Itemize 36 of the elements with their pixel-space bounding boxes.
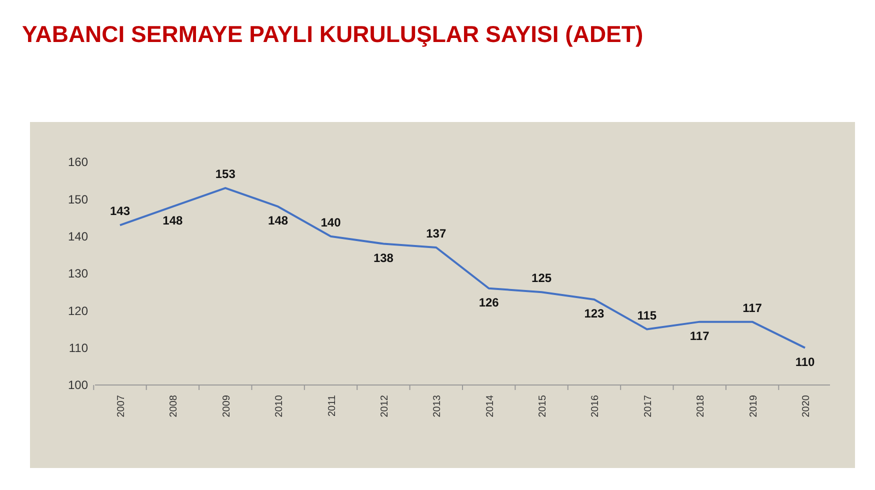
data-label: 125 [532,271,552,286]
data-label: 148 [268,214,288,228]
data-label: 153 [215,167,236,182]
data-label: 117 [690,328,710,343]
x-tick-label: 2019 [748,394,760,418]
data-label: 143 [110,204,130,218]
x-tick-label: 2014 [484,394,496,418]
y-tick-label: 110 [68,341,88,356]
y-tick-label: 100 [68,378,88,392]
x-tick-label: 2017 [642,394,654,418]
y-tick-label: 140 [68,230,88,244]
x-tick-label: 2013 [432,394,444,418]
x-tick-label: 2010 [274,394,286,418]
data-label: 137 [426,226,446,240]
data-label: 123 [584,306,605,321]
x-tick-label: 2016 [590,394,602,418]
x-tick-label: 2008 [168,394,180,418]
chart-title: YABANCI SERMAYE PAYLI KURULUŞLAR SAYISI (ADET) [22,21,644,47]
data-label: 140 [320,215,342,230]
x-tick-label: 2007 [116,394,127,418]
x-tick-label: 2011 [326,394,338,417]
y-tick-label: 160 [68,155,88,170]
data-label: 110 [795,354,816,369]
data-label: 126 [478,295,500,310]
data-label: 148 [162,214,184,228]
x-tick-label: 2009 [221,394,232,418]
data-label: 138 [373,250,394,265]
x-tick-label: 2020 [801,394,812,418]
x-tick-label: 2018 [696,394,707,418]
data-label: 115 [637,308,657,322]
data-label: 117 [742,300,762,315]
x-tick-label: 2015 [538,394,549,418]
x-tick-label: 2012 [379,394,390,418]
y-tick-label: 120 [68,304,88,318]
y-tick-label: 130 [68,266,88,281]
y-tick-label: 150 [68,192,88,206]
